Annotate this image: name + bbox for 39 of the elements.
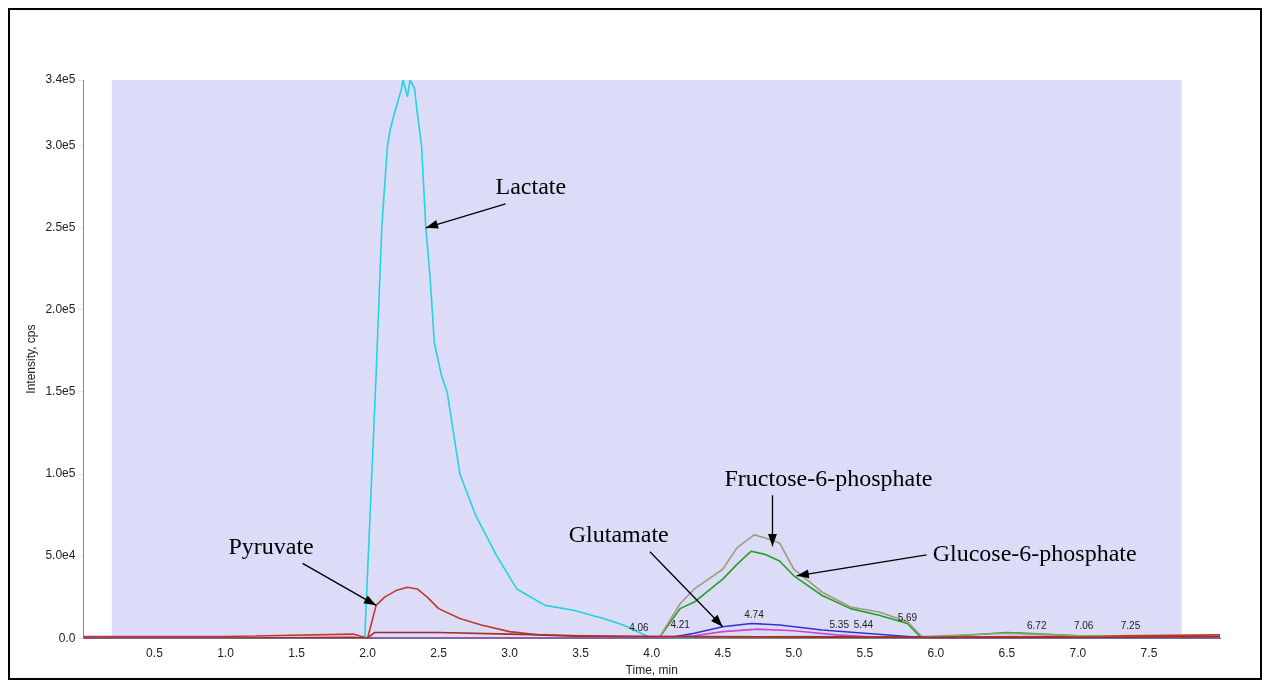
annotation: 7.25 (1120, 620, 1141, 632)
x-tick-label: 7.0 (1069, 645, 1087, 660)
annotation: 4.21 (670, 618, 691, 630)
x-tick-label: 2.0 (359, 645, 377, 660)
x-tick-label: 3.0 (501, 645, 519, 660)
annotation: Lactate (495, 173, 567, 200)
x-tick-label: 4.5 (714, 645, 732, 660)
annotation: Glutamate (568, 521, 669, 547)
annotation: 5.44 (853, 618, 874, 630)
x-tick-label: 5.5 (856, 645, 874, 660)
y-tick-label: 2.5e5 (45, 220, 76, 235)
x-tick-label: 3.5 (572, 645, 590, 660)
x-tick-label: 2.5 (430, 645, 448, 660)
x-tick-label: 6.0 (927, 645, 945, 660)
y-axis-title: Intensity, cps (23, 324, 38, 394)
y-tick-label: 1.5e5 (45, 384, 76, 399)
annotation: Fructose-6-phosphate (724, 464, 933, 491)
x-tick-label: 0.5 (146, 645, 164, 660)
x-axis-title: Time, min (625, 663, 678, 678)
annotation: 5.69 (897, 612, 918, 624)
x-tick-label: 5.0 (785, 645, 803, 660)
y-tick-label: 0.0 (58, 630, 76, 645)
x-tick-label: 1.5 (288, 645, 306, 660)
annotation: 4.06 (629, 622, 650, 634)
annotation: 6.72 (1026, 620, 1047, 632)
annotation: Pyruvate (228, 532, 314, 559)
x-tick-label: 7.5 (1140, 645, 1158, 660)
y-tick-label: 1.0e5 (45, 466, 76, 481)
annotation: Glucose-6-phosphate (932, 540, 1137, 567)
x-tick-label: 6.5 (998, 645, 1016, 660)
y-tick-label: 3.4e5 (45, 72, 76, 87)
x-tick-label: 1.0 (217, 645, 235, 660)
y-tick-label: 5.0e4 (45, 548, 76, 563)
annotation: 4.74 (744, 608, 765, 620)
x-tick-label: 4.0 (643, 645, 661, 660)
y-tick-label: 3.0e5 (45, 137, 76, 152)
annotation: 5.35 (829, 618, 850, 630)
y-tick-label: 2.0e5 (45, 302, 76, 317)
annotation: 7.06 (1073, 620, 1094, 632)
